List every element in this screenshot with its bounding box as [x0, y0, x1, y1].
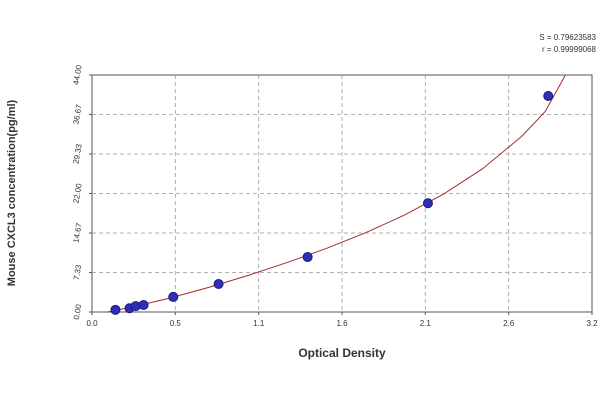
data-point — [302, 252, 313, 263]
data-point — [422, 198, 433, 209]
x-tick-label: 0.0 — [86, 319, 98, 328]
x-tick-label: 1.6 — [336, 319, 348, 328]
x-tick-label: 1.1 — [253, 319, 265, 328]
y-tick-label: 7.33 — [72, 263, 84, 280]
annotation: r = 0.99999068 — [542, 45, 597, 54]
data-point — [138, 299, 149, 310]
data-point — [168, 291, 179, 302]
x-axis-label: Optical Density — [298, 346, 386, 360]
x-tick-label: 0.5 — [170, 319, 182, 328]
y-tick-label: 36.67 — [71, 103, 83, 125]
y-tick-label: 44.00 — [71, 64, 83, 86]
x-tick-label: 2.6 — [503, 319, 515, 328]
y-tick-label: 29.33 — [71, 143, 83, 165]
annotation: S = 0.79623583 — [539, 33, 596, 42]
y-axis-label: Mouse CXCL3 concentration(pg/ml) — [6, 99, 18, 286]
data-point — [110, 304, 121, 315]
data-point — [543, 91, 554, 102]
y-tick-label: 0.00 — [72, 303, 84, 320]
x-tick-label: 3.2 — [586, 319, 598, 328]
x-tick-label: 2.1 — [420, 319, 432, 328]
data-point — [213, 278, 224, 289]
y-tick-label: 14.67 — [71, 222, 83, 244]
y-tick-label: 22.00 — [71, 182, 83, 204]
